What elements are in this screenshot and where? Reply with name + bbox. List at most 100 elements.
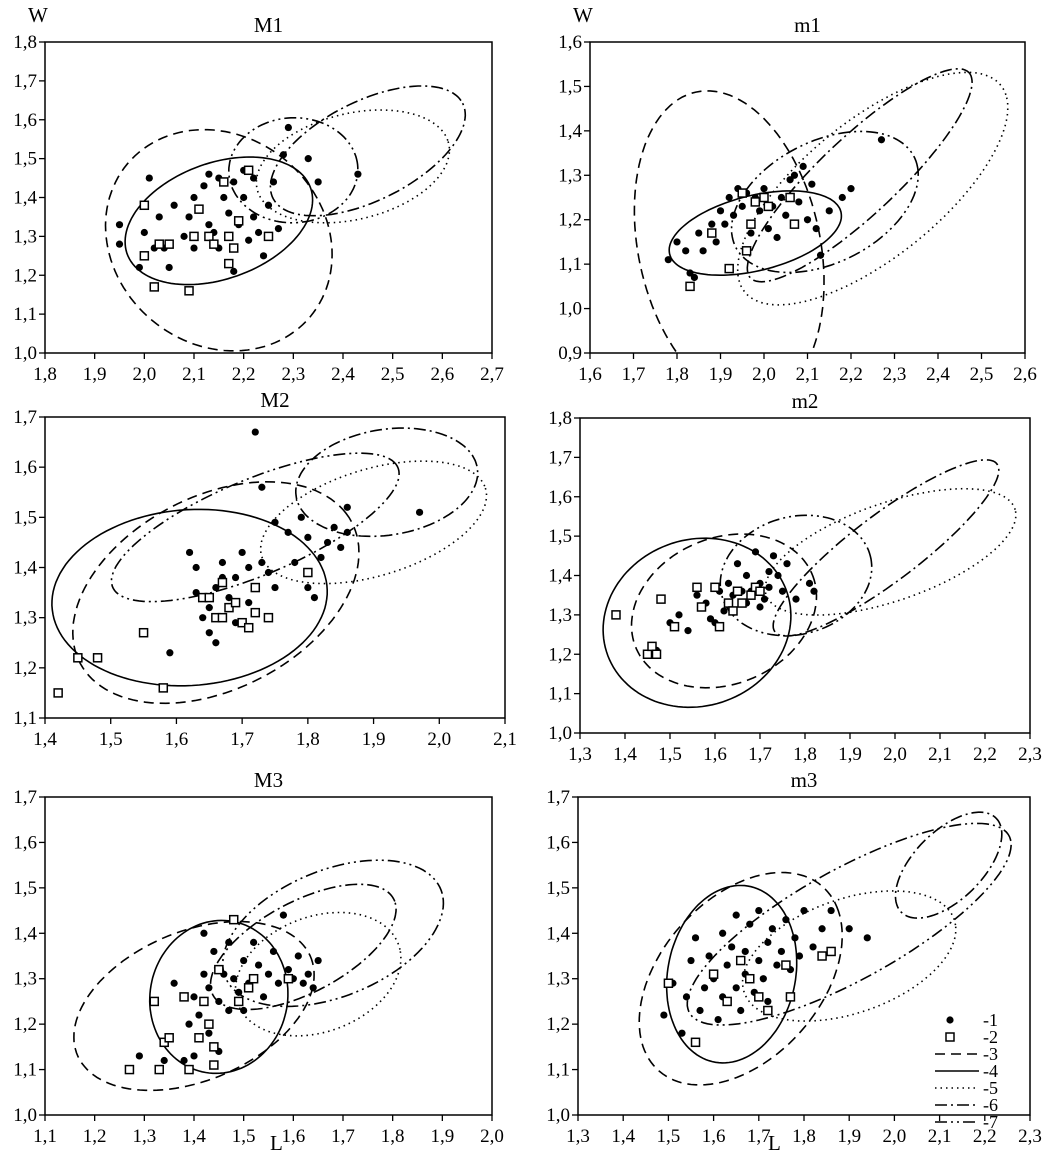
region-outline-group-3-M1 [104,128,333,352]
point-group-1-M3 [230,975,238,983]
y-tick-label-m1: 1,4 [558,121,582,142]
point-group-1-m2 [675,611,683,619]
point-group-1-M2 [337,543,345,552]
point-group-1-m1 [795,198,803,206]
y-tick-label-M3: 1,4 [13,923,37,944]
point-group-1-m2 [774,571,782,580]
point-group-1-M1 [250,213,258,221]
plot-frame-M3 [44,796,493,1116]
legend-item-1: -1 [946,1010,998,1030]
y-tick-label-M2: 1,1 [13,708,37,729]
point-group-1-M2 [317,553,325,562]
point-group-2-m3 [826,946,836,957]
point-group-2-M1 [184,286,194,296]
point-group-2-m1 [750,197,761,207]
point-group-1-M3 [240,956,248,965]
point-group-1-m1 [690,273,699,282]
point-group-2-M2 [204,592,215,603]
x-tick-label-m1: 2,0 [752,364,776,385]
point-group-1-m3 [719,929,727,937]
point-group-1-m2 [756,603,764,611]
y-tick-label-M3: 1,7 [13,787,37,808]
region-outline-group-4-m2 [602,537,792,709]
point-group-2-M1 [194,204,204,214]
y-tick-label-m2: 1,8 [548,408,572,429]
point-group-2-M1 [224,231,234,242]
x-tick-label-m3: 1,8 [792,1126,816,1147]
chart-title-m2: m2 [792,389,819,413]
x-tick-label-m2: 1,9 [838,744,862,765]
y-tick-label-m1: 0,9 [558,343,582,364]
point-group-1-M3 [205,1029,213,1037]
x-tick-label-m3: 2,3 [1018,1126,1042,1147]
point-group-2-m2 [651,649,662,659]
region-outline-group-7-M1 [227,117,359,224]
point-group-2-M2 [243,622,254,633]
x-tick-label-M2: 1,7 [230,729,254,750]
point-group-2-m2 [755,586,765,596]
x-tick-label-M1: 2,2 [232,364,256,385]
chart-panel-m2: m21,3 1,4 1,5 1,6 1,7 1,8 1,9 2,0 2,1 2,2 2,31,01,… [548,389,1042,765]
x-tick-label-M3: 1,7 [331,1126,355,1147]
point-group-1-m3 [723,961,731,969]
point-group-2-m2 [696,602,707,612]
region-outline-group-5-m2 [764,487,1017,616]
point-group-1-m3 [764,997,772,1006]
x-tick-label-M2: 1,6 [165,729,189,750]
chart-title-m3: m3 [791,768,818,792]
point-group-1-m3 [687,956,695,965]
point-group-1-M1 [225,209,233,217]
x-tick-label-m1: 2,3 [883,364,907,385]
chart-title-m1: m1 [794,13,821,37]
point-group-1-m2 [778,587,787,595]
point-group-1-m3 [746,920,754,928]
point-group-1-M1 [314,178,322,186]
point-group-2-M1 [154,239,164,249]
x-tick-label-m2: 1,4 [613,744,637,765]
point-group-1-M1 [140,228,148,237]
y-tick-label-M3: 1,3 [13,969,37,990]
point-group-1-m1 [747,229,755,237]
point-group-2-M3 [209,1042,219,1052]
point-group-2-M2 [303,567,313,578]
region-outline-group-4-M1 [124,156,314,286]
x-tick-label-M1: 2,6 [430,364,454,385]
point-group-1-M3 [180,1056,188,1065]
point-group-2-m2 [723,598,734,608]
point-group-1-M1 [230,267,238,275]
x-tick-label-m1: 1,9 [709,364,733,385]
region-outline-group-7-m1 [730,130,920,274]
point-group-1-m1 [825,207,833,215]
point-group-2-m2 [737,598,747,608]
y-tick-label-m3: 1,4 [546,923,570,944]
point-group-2-M2 [73,653,83,663]
point-group-2-M1 [164,239,174,249]
point-group-2-m3 [781,960,791,970]
x-tick-label-M3: 2,0 [480,1126,504,1147]
point-group-2-M3 [248,973,259,984]
y-tick-label-m3: 1,0 [546,1105,570,1126]
point-group-1-m3 [809,943,817,951]
y-axis-letter-left: W [28,3,48,27]
point-group-1-m3 [791,934,799,942]
point-group-1-M3 [225,938,233,946]
legend-marker-square [945,1032,955,1042]
point-group-2-M2 [92,653,103,663]
point-group-1-m1 [756,207,764,215]
point-group-2-M1 [233,216,244,226]
y-tick-label-m2: 1,6 [548,487,572,508]
x-tick-label-M1: 2,7 [480,364,504,385]
legend-item-7: -7 [935,1112,998,1132]
point-group-1-M1 [250,174,258,182]
legend: -1-2-3-4-5-6-7 [935,1010,998,1132]
point-group-1-m2 [742,571,751,580]
point-group-1-m2 [765,583,773,591]
point-group-1-M1 [165,263,173,272]
point-group-2-m1 [741,246,752,256]
y-tick-label-M1: 1,1 [13,304,37,325]
point-group-2-M2 [250,582,261,593]
x-tick-label-M3: 1,5 [232,1126,256,1147]
point-group-2-m2 [728,606,738,616]
point-group-1-M2 [271,583,279,592]
point-group-1-m3 [705,952,713,960]
